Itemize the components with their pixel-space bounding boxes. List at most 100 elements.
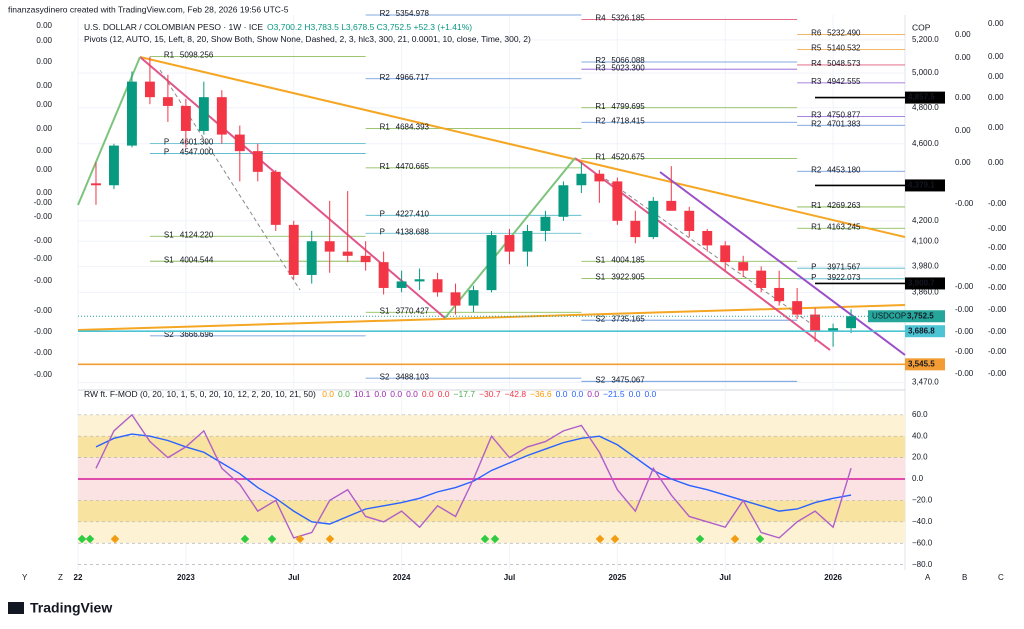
pivot-value: 4269.263 bbox=[827, 201, 861, 210]
pivot-value: 3971.567 bbox=[827, 262, 861, 271]
trendline bbox=[77, 304, 906, 331]
x-tick-label: Jul bbox=[719, 573, 731, 582]
candle-body bbox=[756, 270, 767, 288]
pivot-name: P bbox=[164, 148, 169, 157]
x-tick-label: 2023 bbox=[177, 573, 195, 582]
y-tick-label: 20.0 bbox=[912, 453, 928, 462]
y-tick-label: −40.0 bbox=[912, 517, 933, 526]
scale-label: -0.00 bbox=[988, 263, 1007, 272]
pivot-name: R1 bbox=[595, 153, 606, 162]
pivot-name: S2 bbox=[595, 314, 605, 323]
trendline bbox=[139, 56, 446, 319]
indicator-line bbox=[95, 433, 852, 525]
scale-label: 0.00 bbox=[36, 81, 52, 90]
scale-label: 0.00 bbox=[988, 52, 1004, 61]
scale-label: 0.00 bbox=[955, 126, 971, 135]
trendline bbox=[599, 174, 821, 331]
pivot-value: 3475.067 bbox=[611, 375, 645, 384]
candle-body bbox=[216, 97, 227, 135]
y-tick-label: −20.0 bbox=[912, 496, 933, 505]
pivot-value: 3735.165 bbox=[611, 314, 645, 323]
candle-body bbox=[486, 235, 497, 291]
x-tick-label: 2026 bbox=[824, 573, 842, 582]
signal-marker bbox=[755, 534, 765, 544]
scale-label: -0.00 bbox=[988, 305, 1007, 314]
header: finanzasydinero created with TradingView… bbox=[8, 4, 289, 14]
indicator-value: 0.0 bbox=[406, 389, 418, 399]
pivot-name: R4 bbox=[811, 59, 822, 68]
indicator-value: −30.7 bbox=[479, 389, 501, 399]
candle-body bbox=[684, 210, 695, 231]
pivot-name: S2 bbox=[380, 372, 390, 381]
indicator-value: 0.0 bbox=[644, 389, 657, 399]
scale-label: 0.00 bbox=[36, 21, 52, 30]
toolbar-item[interactable]: B bbox=[962, 573, 967, 582]
pivot-value: 4942.555 bbox=[827, 77, 861, 86]
candle-body bbox=[342, 251, 353, 256]
indicator-value: −42.8 bbox=[504, 389, 527, 399]
scale-label: -0.00 bbox=[34, 198, 53, 207]
pivot-name: S1 bbox=[595, 273, 605, 282]
indicator-value: 0.0 bbox=[390, 389, 403, 399]
price-label-bg bbox=[905, 277, 945, 290]
trendline bbox=[139, 56, 906, 238]
pivot-name: R1 bbox=[595, 102, 606, 111]
indicator-value: 0.0 bbox=[437, 389, 450, 399]
toolbar-item[interactable]: Z bbox=[58, 573, 63, 582]
scale-label: -0.00 bbox=[955, 347, 974, 356]
scale-label: -0.00 bbox=[955, 327, 974, 336]
indicator-value: 0.0 bbox=[571, 389, 584, 399]
pivot-value: 4163.245 bbox=[827, 222, 861, 231]
candle-body bbox=[540, 216, 551, 231]
y-tick-label: 4,100.0 bbox=[912, 236, 939, 245]
currency: COP bbox=[912, 22, 931, 32]
candle-body bbox=[774, 287, 785, 302]
candle-body bbox=[396, 281, 407, 288]
scale-label: -0.00 bbox=[955, 369, 974, 378]
indicator-value: −36.6 bbox=[530, 389, 552, 399]
indicator-value: 0.0 bbox=[338, 389, 350, 399]
candle-body bbox=[720, 245, 731, 263]
candle-body bbox=[180, 105, 191, 131]
signal-marker bbox=[695, 534, 705, 544]
y-tick-label: 4,200.0 bbox=[912, 216, 939, 225]
pivot-name: S1 bbox=[164, 230, 174, 239]
toolbar-item[interactable]: C bbox=[998, 573, 1004, 582]
signal-marker bbox=[595, 534, 605, 544]
candle-body bbox=[288, 224, 299, 275]
x-tick-label: 22 bbox=[74, 573, 83, 582]
toolbar-item[interactable]: A bbox=[925, 573, 931, 582]
y-tick-label: 4,600.0 bbox=[912, 139, 939, 148]
pivot-name: R1 bbox=[811, 201, 822, 210]
scale-label: 0.00 bbox=[36, 188, 52, 197]
y-tick-label: −80.0 bbox=[912, 560, 933, 569]
scale-label: 0.00 bbox=[955, 158, 971, 167]
x-tick-label: Jul bbox=[504, 573, 516, 582]
indicator-value: −17.7 bbox=[453, 389, 476, 399]
scale-label: 0.00 bbox=[988, 158, 1004, 167]
pivot-name: R1 bbox=[164, 51, 175, 60]
scale-label: -0.00 bbox=[34, 254, 53, 263]
scale-label: 0.00 bbox=[36, 165, 52, 174]
scale-label: -0.00 bbox=[955, 282, 974, 291]
candle-body bbox=[666, 200, 677, 211]
pivot-name: R2 bbox=[811, 119, 822, 128]
pivot-title: Pivots (12, AUTO, 15, Left, 8, 20, Show … bbox=[84, 34, 531, 44]
brand-logo bbox=[8, 602, 24, 614]
pivot-name: S1 bbox=[595, 255, 605, 264]
candle-body bbox=[738, 262, 749, 271]
toolbar-item[interactable]: Y bbox=[22, 573, 28, 582]
trendline bbox=[659, 171, 906, 356]
pivot-name: P bbox=[380, 227, 385, 236]
scale-label: -0.00 bbox=[988, 369, 1007, 378]
pivot-name: R2 bbox=[380, 9, 391, 18]
scale-label: -0.00 bbox=[955, 199, 974, 208]
pivot-name: R2 bbox=[811, 165, 822, 174]
price-label: 3,900.7 bbox=[908, 279, 935, 288]
pivot-value: 4470.665 bbox=[396, 162, 430, 171]
scale-label: 0.00 bbox=[36, 57, 52, 66]
pivot-value: 4004.544 bbox=[180, 255, 214, 264]
scale-label: -0.00 bbox=[34, 236, 53, 245]
y-tick-label: 60.0 bbox=[912, 410, 928, 419]
